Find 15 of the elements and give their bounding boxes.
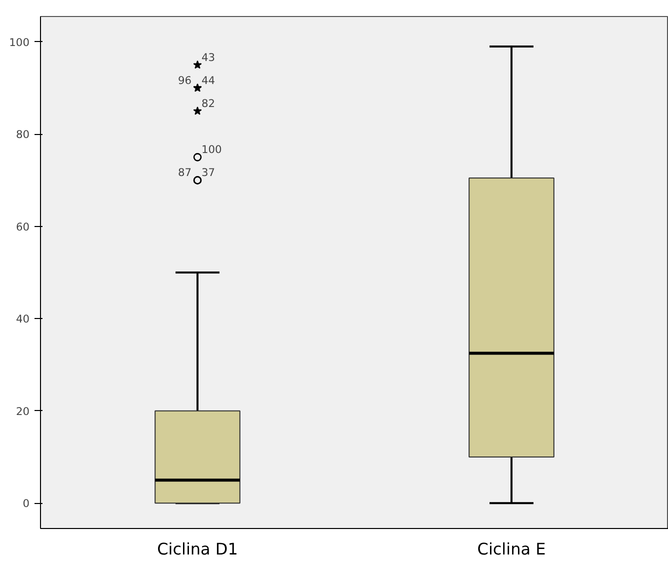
annotation: 100 bbox=[202, 143, 222, 156]
y-tick-label: 0 bbox=[22, 497, 30, 510]
x-tick-label: Ciclina E bbox=[477, 540, 546, 558]
y-tick-label: 20 bbox=[16, 404, 30, 418]
annotation: 37 bbox=[202, 166, 216, 180]
annotation: 44 bbox=[202, 74, 216, 87]
annotation: 82 bbox=[202, 97, 216, 110]
annotation: 87 bbox=[178, 166, 192, 180]
y-tick-label: 80 bbox=[16, 128, 30, 142]
annotation: 96 bbox=[178, 74, 192, 87]
y-tick-label: 40 bbox=[16, 312, 30, 326]
x-tick-label: Ciclina D1 bbox=[157, 540, 238, 558]
y-tick-label: 100 bbox=[9, 36, 30, 49]
annotation: 43 bbox=[202, 50, 216, 64]
y-tick-label: 60 bbox=[16, 220, 30, 234]
